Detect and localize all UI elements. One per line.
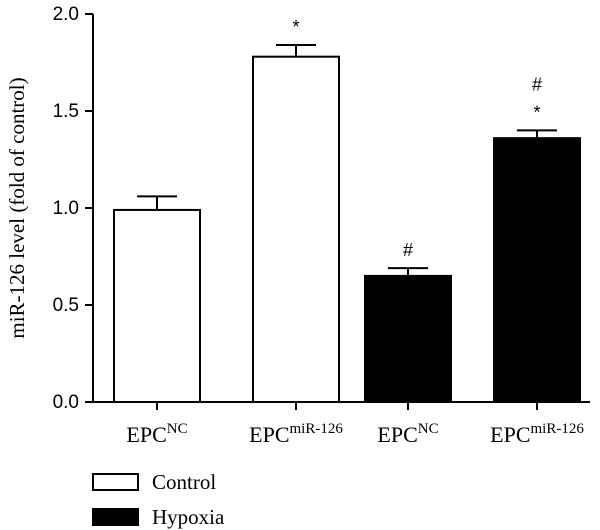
bar <box>252 55 340 404</box>
significance-marker: * <box>292 17 299 37</box>
legend-swatch <box>92 473 139 491</box>
legend-label: Control <box>152 470 216 494</box>
y-tick-label: 1.0 <box>53 198 79 219</box>
significance-marker: # <box>403 240 413 260</box>
x-tick-label: EPCNC <box>377 421 438 447</box>
y-tick-label: 0.5 <box>53 295 79 316</box>
legend: Control Hypoxia <box>92 470 225 529</box>
y-tick-label: 1.5 <box>53 101 79 122</box>
bar <box>364 274 452 403</box>
y-axis-label: miR-126 level (fold of control) <box>5 77 29 338</box>
legend-swatch <box>92 508 139 526</box>
y-axis: 0.0 0.5 1.0 1.5 2.0 <box>53 4 94 413</box>
y-tick-label: 2.0 <box>53 4 79 25</box>
x-axis: EPCNC EPCmiR-126 EPCNC EPCmiR-126 <box>93 401 590 447</box>
x-tick-label: EPCNC <box>126 421 187 447</box>
x-tick-label: EPCmiR-126 <box>249 421 343 447</box>
significance-marker: # <box>532 74 542 94</box>
bars: * # * # <box>113 17 581 404</box>
y-tick-label: 0.0 <box>53 392 79 413</box>
bar <box>113 208 201 403</box>
legend-label: Hypoxia <box>152 505 225 529</box>
bar <box>493 137 581 403</box>
x-tick-label: EPCmiR-126 <box>490 421 584 447</box>
significance-marker: * <box>533 102 540 122</box>
